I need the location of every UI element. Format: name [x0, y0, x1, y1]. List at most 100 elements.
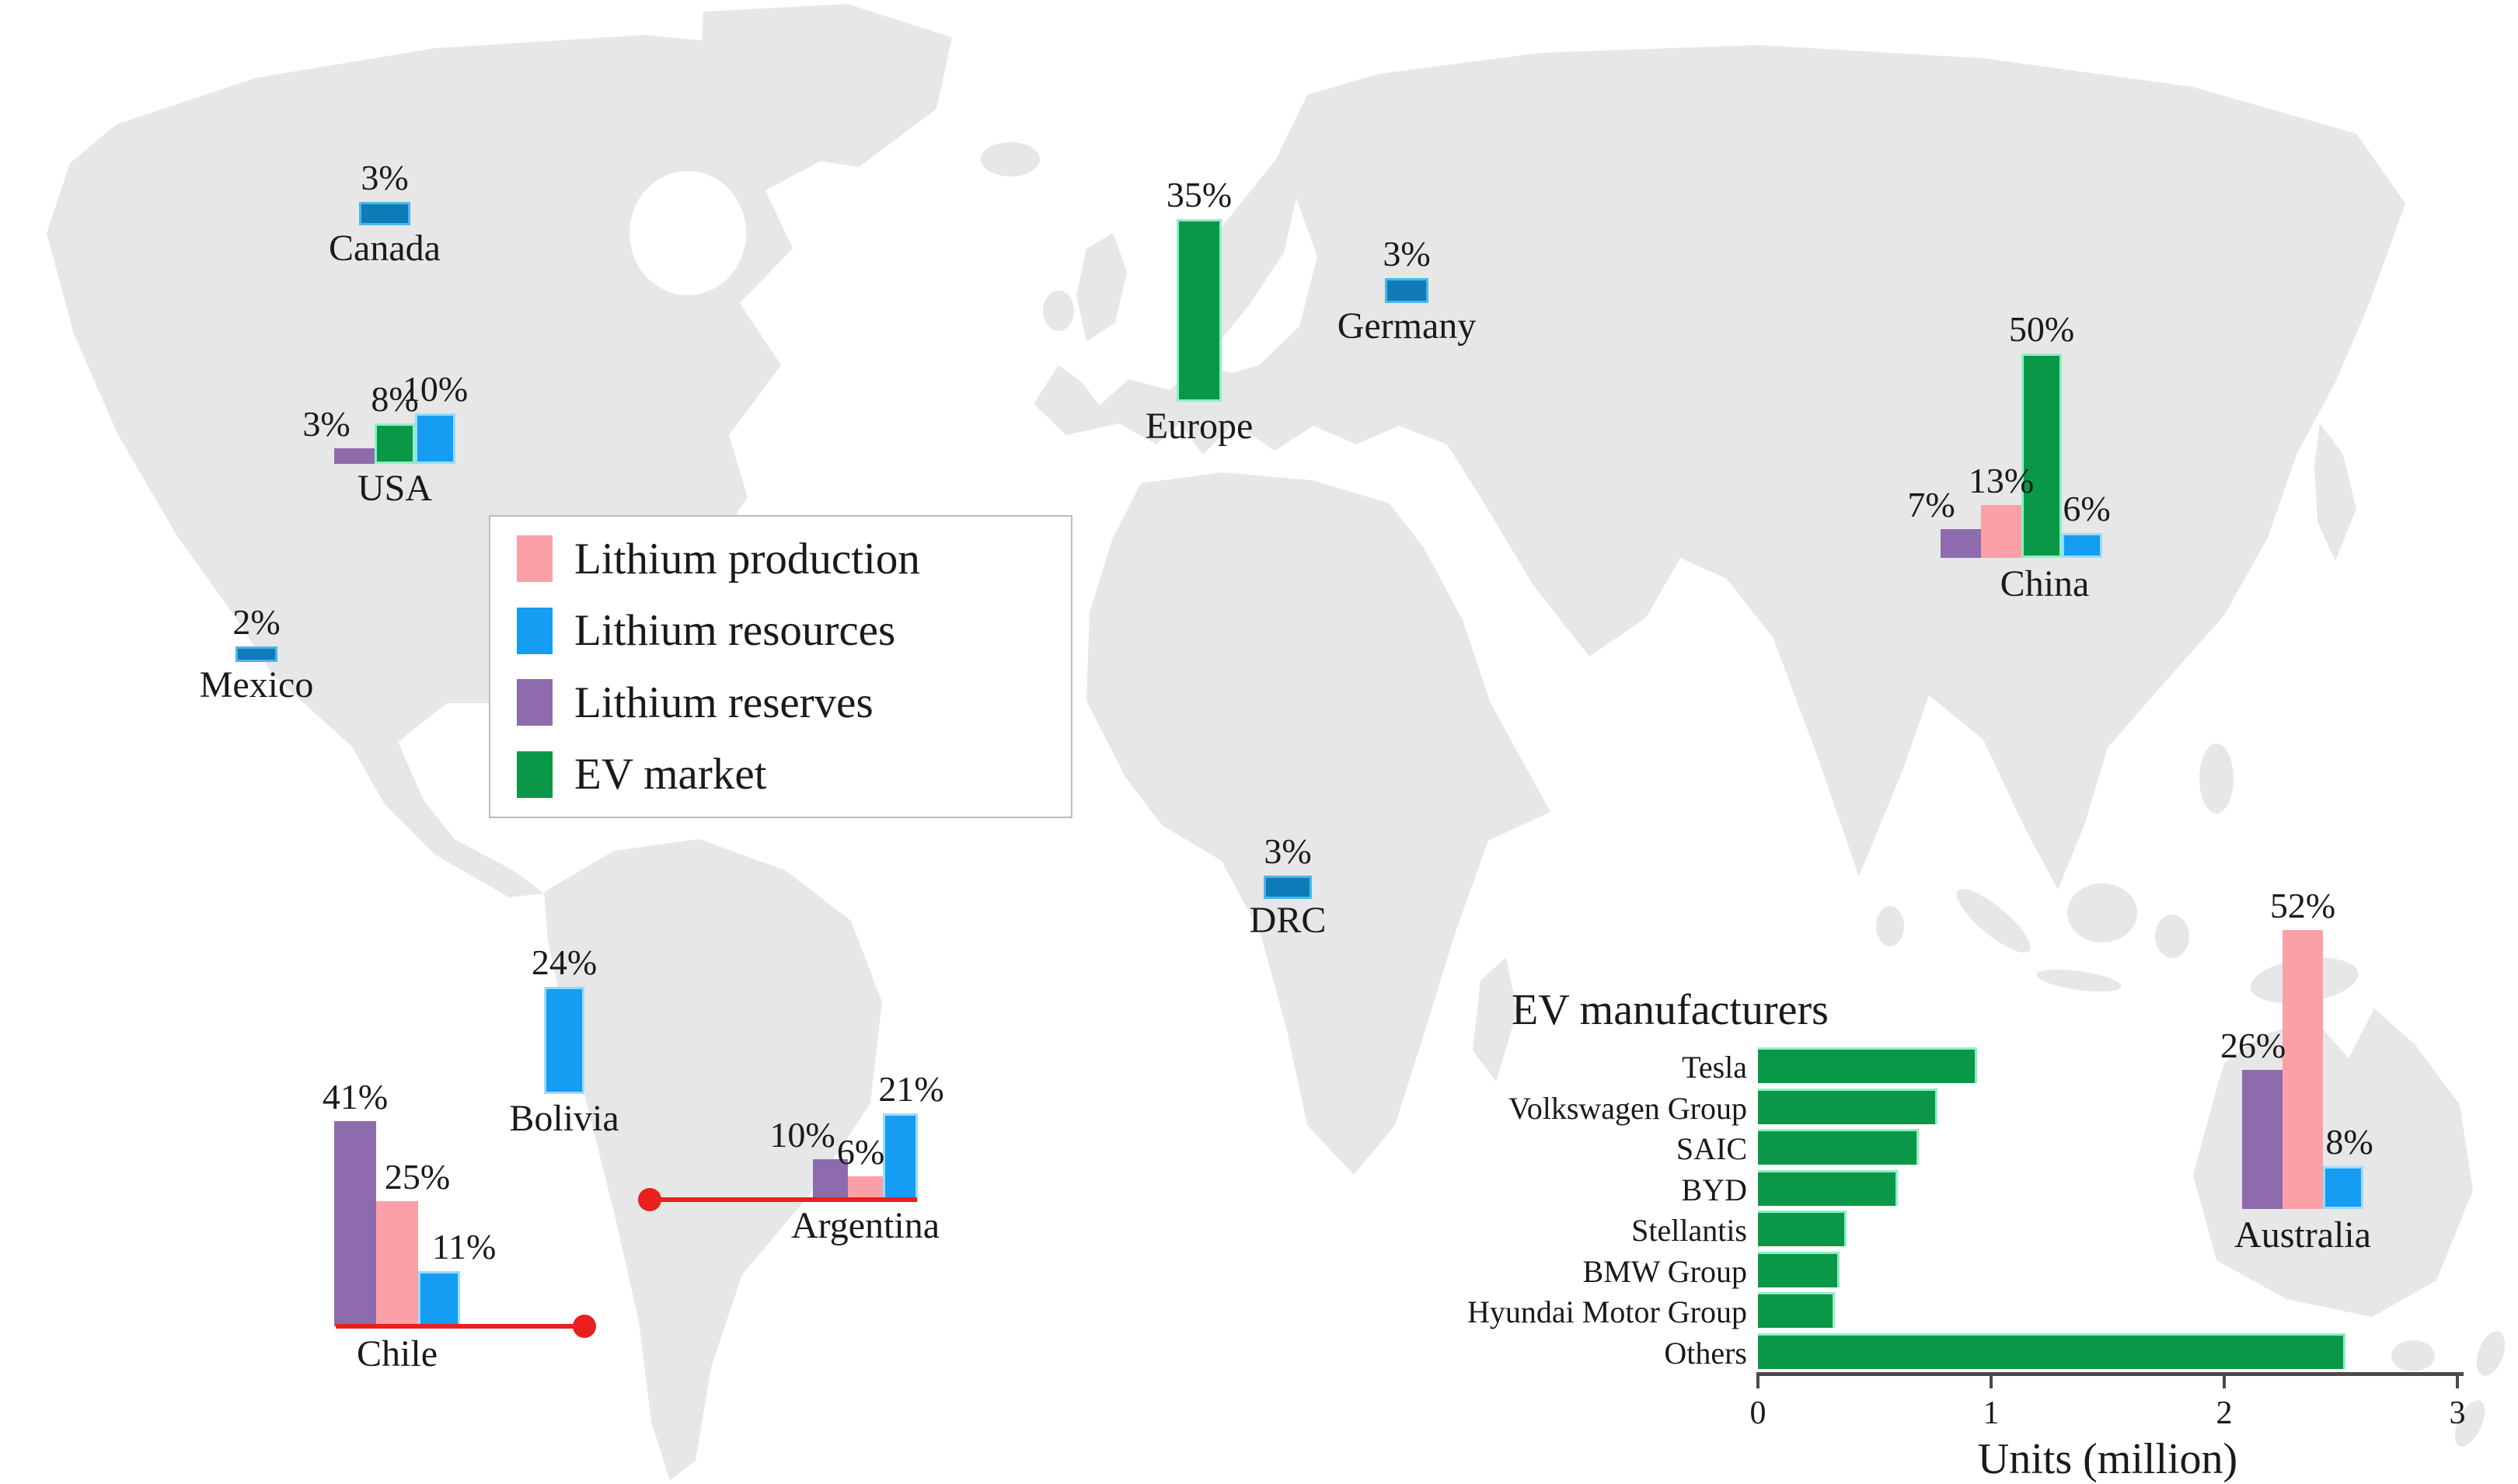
country-name-label: China — [2000, 563, 2090, 604]
ev-bar-tesla — [1758, 1047, 1977, 1083]
bar-value-label: 25% — [384, 1157, 451, 1197]
ev-category-label: BMW Group — [1582, 1254, 1747, 1289]
legend-label: Lithium production — [574, 534, 920, 583]
ireland — [1043, 291, 1074, 331]
bar-value-label: 8% — [2325, 1122, 2373, 1162]
bar-value-label: 3% — [361, 158, 409, 197]
ev-bar-stellantis — [1758, 1211, 1847, 1246]
ev-bar-others — [1758, 1333, 2345, 1369]
ev-category-label: Others — [1664, 1336, 1747, 1371]
great-britain — [1076, 233, 1127, 342]
bar-value-label: 6% — [836, 1132, 885, 1172]
bar-value-label: 52% — [2269, 886, 2336, 925]
bar-value-label: 21% — [878, 1069, 944, 1109]
legend-item-resources: Lithium resources — [517, 606, 1045, 656]
map-bar-bolivia-resources — [544, 987, 584, 1094]
ev-category-label: Hyundai Motor Group — [1467, 1294, 1747, 1329]
ev-category-label: BYD — [1681, 1172, 1747, 1207]
map-bar-usa-reserves — [334, 448, 375, 464]
continent-eurasia — [1034, 45, 2405, 890]
bar-value-label: 8% — [371, 379, 419, 419]
sulawesi — [2155, 914, 2189, 958]
tasmania — [2391, 1340, 2435, 1371]
chile-callout-dot — [573, 1315, 596, 1338]
ev-axis-title: Units (million) — [1977, 1435, 2238, 1483]
map-bar-argentina-reserves — [813, 1159, 848, 1201]
iceland — [981, 142, 1040, 176]
country-name-label: Bolivia — [509, 1098, 619, 1139]
map-bar-china-resources — [2062, 533, 2102, 558]
ev-bar-volkswagen-group — [1758, 1089, 1937, 1124]
map-bar-argentina-production — [848, 1176, 883, 1201]
sri-lanka — [1876, 906, 1904, 946]
continent-south-america — [544, 839, 882, 1480]
bar-value-label: 3% — [302, 404, 350, 444]
ev-x-axis-tick — [2456, 1376, 2459, 1388]
ev-x-tick-label: 1 — [1983, 1395, 2000, 1431]
country-name-label: Argentina — [790, 1205, 940, 1246]
country-name-label: Germany — [1337, 305, 1477, 347]
philippines — [2199, 744, 2234, 813]
country-name-label: Canada — [329, 228, 441, 269]
ev-bar-saic — [1758, 1129, 1919, 1165]
bar-value-label: 35% — [1166, 175, 1233, 214]
legend-label: Lithium resources — [574, 606, 896, 656]
map-bar-usa-resources — [415, 413, 455, 464]
map-bar-australia-reserves — [2242, 1070, 2283, 1209]
ev-x-tick-label: 0 — [1749, 1395, 1766, 1431]
bar-value-label: 6% — [2063, 489, 2111, 528]
country-name-label: USA — [357, 468, 433, 509]
sumatra — [1956, 889, 2031, 953]
map-bar-australia-resources — [2323, 1166, 2363, 1209]
bar-value-label: 13% — [1968, 461, 2035, 500]
ev-x-tick-label: 3 — [2449, 1395, 2466, 1431]
legend-box: Lithium production Lithium resources Lit… — [489, 515, 1072, 818]
country-name-label: Chile — [357, 1333, 438, 1374]
map-bar-chile-reserves — [334, 1121, 376, 1326]
map-bar-europe-ev_market — [1177, 219, 1222, 402]
map-bar-china-production — [1981, 505, 2021, 558]
bar-value-label: 41% — [322, 1077, 389, 1116]
japan — [2314, 423, 2356, 561]
bar-value-label: 3% — [1383, 234, 1431, 273]
lithium-resources-swatch — [517, 607, 553, 654]
ev-category-label: Stellantis — [1631, 1213, 1747, 1248]
bar-value-label: 26% — [2220, 1026, 2286, 1065]
ev-x-axis-tick — [1756, 1376, 1759, 1388]
bar-value-label: 24% — [531, 942, 598, 982]
country-name-label: Australia — [2234, 1214, 2371, 1256]
ev-bar-byd — [1758, 1170, 1898, 1206]
lithium-production-swatch — [517, 535, 553, 582]
ev-chart-title: EV manufacturers — [1512, 986, 1829, 1034]
map-bar-canada-resources — [359, 202, 410, 225]
map-bar-drc-resources — [1264, 876, 1312, 899]
ev-x-axis-tick — [1990, 1376, 1993, 1388]
madagascar — [1473, 957, 1517, 1082]
map-bar-china-reserves — [1941, 529, 1981, 558]
new-zealand-south — [2454, 1400, 2485, 1447]
map-bar-germany-resources — [1385, 278, 1428, 303]
map-bar-chile-resources — [418, 1271, 460, 1326]
map-bar-australia-production — [2283, 930, 2323, 1209]
bar-value-label: 10% — [769, 1115, 835, 1155]
ev-x-tick-label: 2 — [2216, 1395, 2233, 1431]
legend-item-production: Lithium production — [517, 535, 1045, 582]
map-bar-mexico-resources — [235, 646, 277, 662]
hudson-bay — [630, 171, 746, 295]
country-name-label: Europe — [1145, 406, 1254, 447]
map-bar-argentina-resources — [883, 1113, 918, 1201]
ev-x-axis-line — [1756, 1372, 2464, 1376]
ev-category-label: Volkswagen Group — [1508, 1091, 1747, 1126]
java — [2036, 969, 2122, 992]
ev-category-label: SAIC — [1676, 1131, 1747, 1166]
ev-x-axis-tick — [2223, 1376, 2226, 1388]
legend-label: EV market — [574, 750, 767, 799]
argentina-callout-line — [650, 1197, 917, 1202]
map-bar-china-ev_market — [2021, 354, 2062, 558]
bar-value-label: 2% — [232, 602, 281, 642]
ev-bar-hyundai-motor-group — [1758, 1292, 1835, 1328]
lithium-reserves-swatch — [517, 679, 553, 726]
bar-value-label: 50% — [2008, 309, 2075, 349]
